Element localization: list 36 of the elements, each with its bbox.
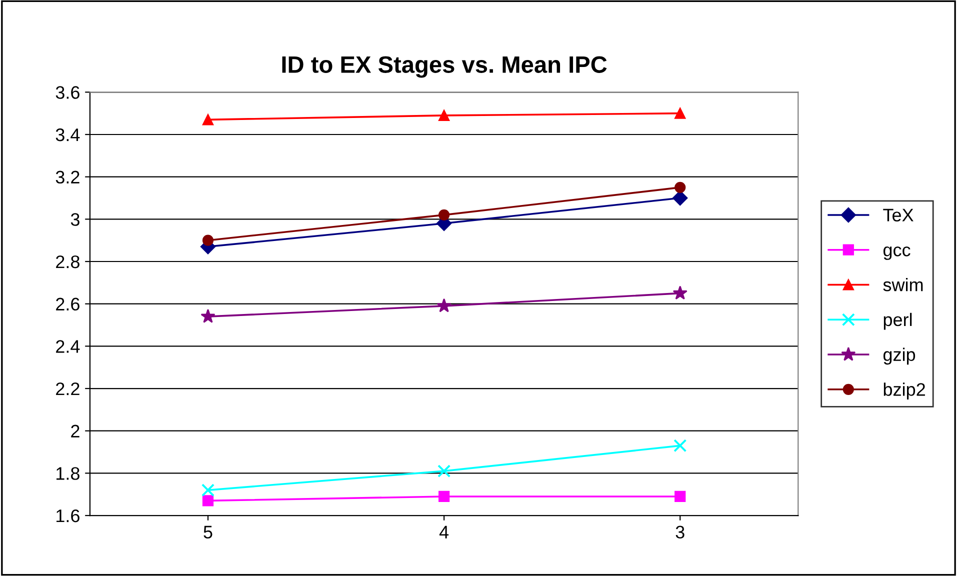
y-tick-label: 3 (70, 213, 80, 226)
x-tick-label: 5 (204, 526, 212, 539)
y-tick-label: 2.2 (56, 382, 80, 396)
point (438, 464, 451, 478)
point (674, 439, 687, 452)
legend-label: gcc (883, 246, 910, 260)
point (672, 286, 688, 300)
y-tick-label: 2.6 (56, 298, 80, 311)
legend-label: bzip2 (884, 382, 925, 400)
legend-label: TeX (883, 208, 914, 222)
y-tick-label: 3.2 (56, 170, 80, 184)
point (202, 495, 214, 506)
point (201, 484, 215, 497)
x-tick-label: 3 (676, 526, 684, 539)
point (674, 490, 686, 502)
point (674, 108, 686, 119)
x-tick-label: 4 (439, 526, 449, 538)
point (438, 110, 450, 121)
y-tick-label: 3.4 (56, 128, 80, 142)
y-tick-label: 1.8 (56, 467, 80, 480)
point (202, 114, 214, 126)
y-tick-label: 3.6 (56, 86, 80, 99)
legend-label: gzip (883, 348, 916, 365)
y-tick-label: 2.8 (56, 255, 80, 268)
point (438, 490, 450, 502)
y-tick-label: 2 (71, 424, 80, 438)
legend-label: perl (884, 312, 912, 330)
point (436, 298, 452, 312)
y-tick-label: 2.4 (56, 340, 80, 353)
y-tick-label: 1.6 (56, 509, 80, 522)
chart-title: ID to EX Stages vs. Mean IPC (282, 56, 607, 78)
point (438, 209, 450, 220)
point (200, 308, 216, 323)
legend-label: swim (883, 278, 923, 292)
point (674, 182, 686, 193)
point (202, 234, 214, 246)
